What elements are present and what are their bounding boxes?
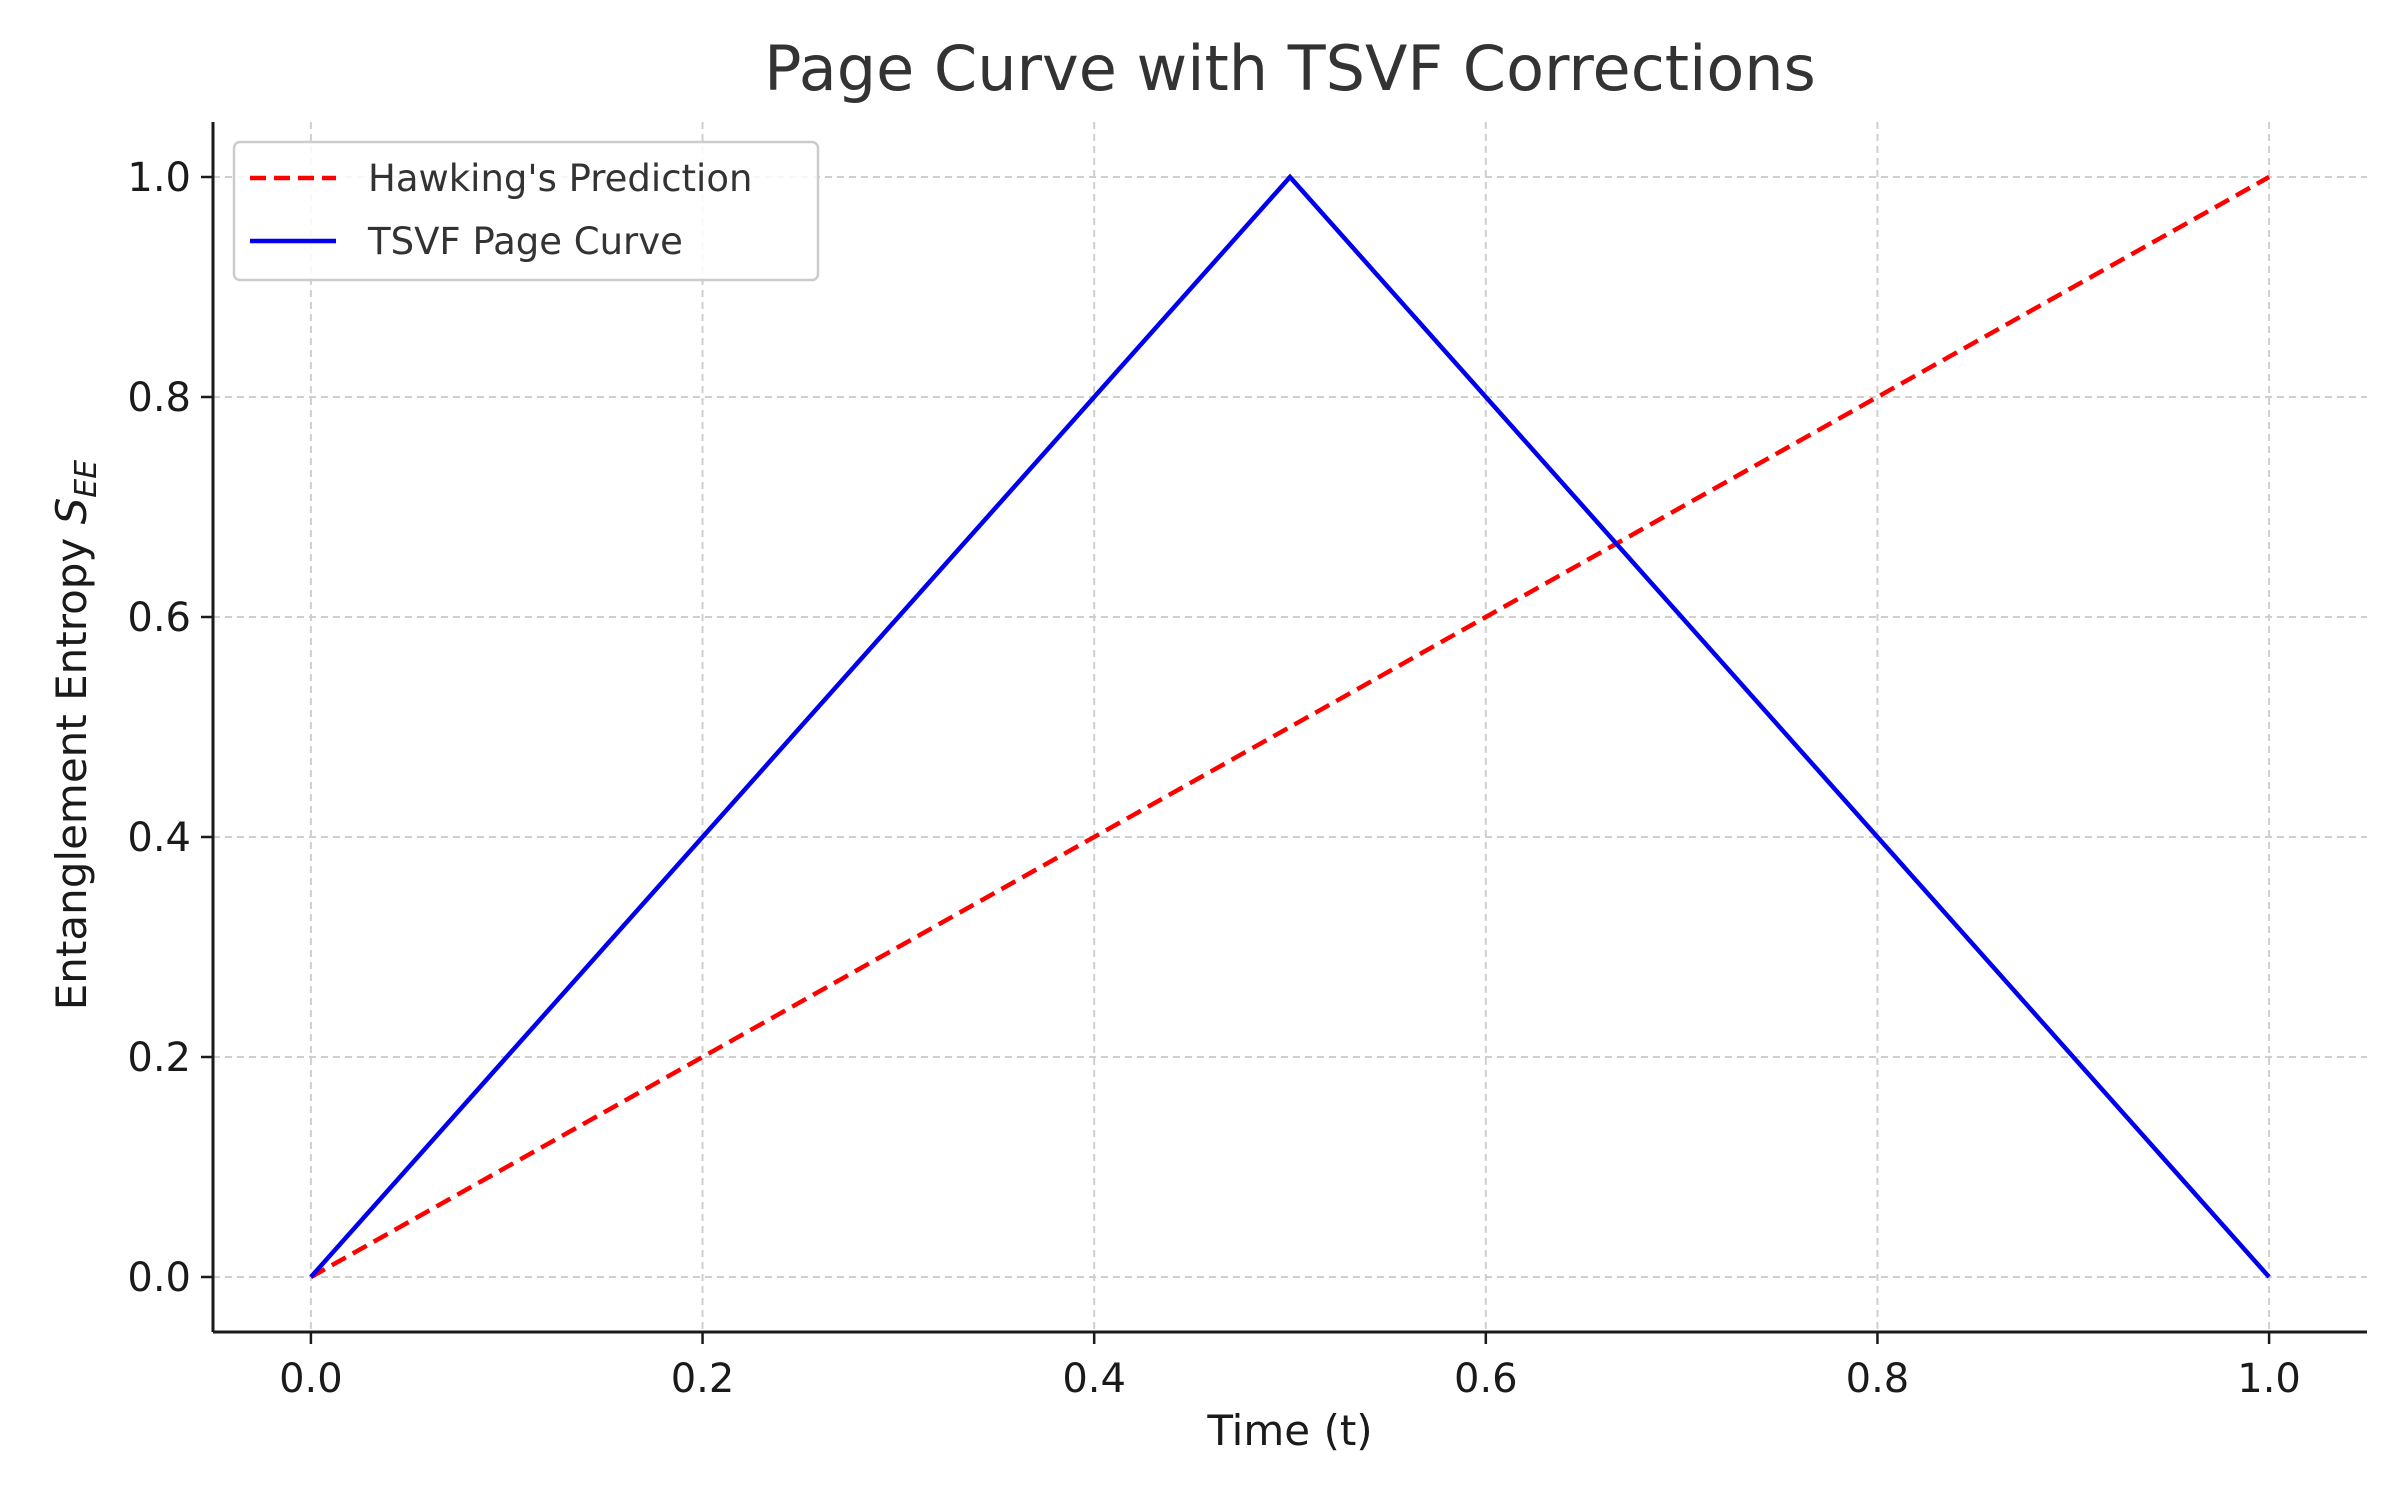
x-tick-label-0: 0.0 [279,1356,343,1402]
axes [211,122,2367,1334]
y-tick-label-1: 0.2 [127,1035,191,1081]
y-axis-title-subscript: EE [69,460,104,498]
x-tick-label-5: 1.0 [2237,1356,2301,1402]
y-tick-label-3: 0.6 [127,595,191,641]
legend-box [232,140,820,282]
x-tick-label-2: 0.4 [1062,1356,1126,1402]
grid [213,122,2367,1332]
series-line-1 [309,173,2271,1279]
series-line-0 [309,175,2271,1279]
x-tick-label-4: 0.8 [1846,1356,1910,1402]
x-tick-label-3: 0.6 [1454,1356,1518,1402]
x-tick-label-1: 0.2 [671,1356,735,1402]
y-tick-label-5: 1.0 [127,155,191,201]
legend-label-tsvf: TSVF Page Curve [367,220,683,263]
y-axis-title-symbol: S [47,498,96,525]
legend-label-hawking: Hawking's Prediction [368,157,752,200]
series-layer [309,173,2271,1279]
y-tick-label-2: 0.4 [127,815,191,861]
y-tick-label-0: 0.0 [127,1255,191,1301]
y-axis-title-prefix: Entanglement Entropy [47,524,96,1010]
y-tick-label-4: 0.8 [127,375,191,421]
chart-title: Page Curve with TSVF Corrections [764,32,1816,105]
legend: Hawking's Prediction TSVF Page Curve [232,140,820,282]
ticks: 0.0 0.2 0.4 0.6 0.8 1.0 0.0 0.2 0.4 0.6 0.8 1.0 [127,155,2301,1402]
x-axis-title: Time (t) [1206,1406,1372,1455]
y-axis-title: Entanglement Entropy SEE [47,460,104,1011]
